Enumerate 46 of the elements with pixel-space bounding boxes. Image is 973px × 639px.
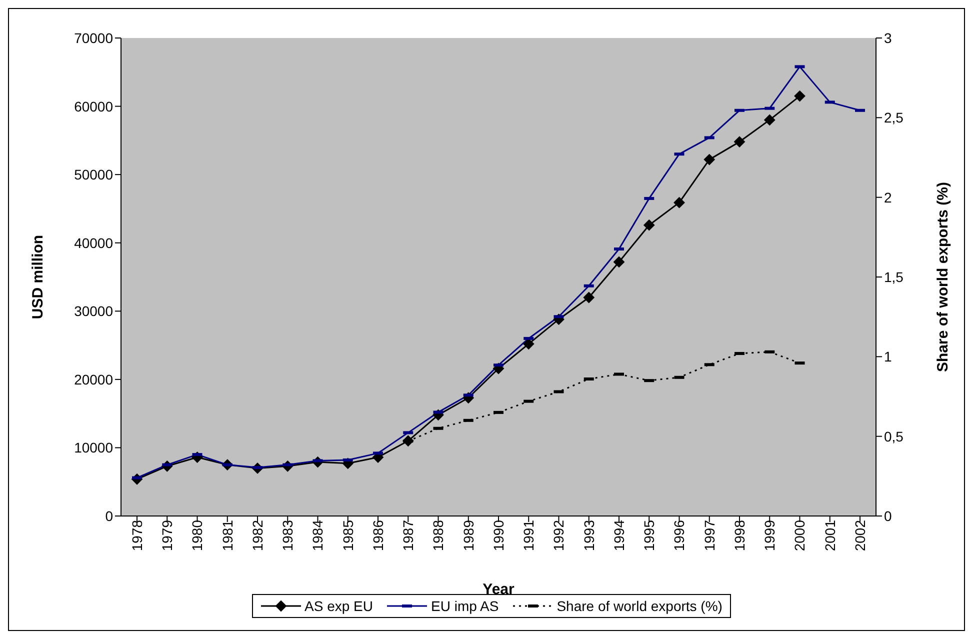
x-tick-label: 1995 (641, 520, 658, 552)
x-tick-label: 1987 (400, 520, 416, 552)
x-tick-label: 1994 (610, 520, 627, 552)
legend-label: EU imp AS (431, 598, 499, 614)
y-tick-label: 20000 (74, 371, 114, 388)
x-tick-label: 1990 (490, 520, 506, 552)
x-tick-label: 2002 (852, 520, 868, 552)
y2-tick-label: 1,5 (884, 268, 904, 285)
y-tick-label: 70000 (74, 30, 114, 46)
x-tick-label: 1999 (762, 520, 778, 552)
x-tick-label: 1980 (189, 520, 206, 552)
x-axis-title: Year (482, 581, 515, 598)
legend-label: Share of world exports (%) (556, 598, 722, 614)
x-tick-label: 1983 (280, 520, 296, 552)
x-tick-label: 1997 (701, 520, 718, 552)
y-tick-label: 0 (105, 508, 114, 524)
y-tick-label: 30000 (74, 303, 114, 320)
y2-tick-label: 3 (884, 30, 892, 46)
legend-label: AS exp EU (304, 598, 374, 614)
x-tick-label: 1985 (340, 520, 356, 552)
x-tick-label: 1981 (219, 520, 236, 552)
y2-tick-label: 0,5 (884, 428, 904, 444)
y2-tick-label: 0 (884, 508, 892, 524)
x-tick-label: 1978 (128, 520, 145, 552)
y-tick-label: 10000 (74, 440, 114, 456)
x-tick-label: 1992 (550, 520, 567, 552)
x-tick-label: 1984 (310, 520, 326, 552)
x-tick-label: 1986 (370, 520, 386, 552)
x-tick-label: 1998 (731, 520, 748, 552)
y2-tick-label: 1 (884, 348, 892, 365)
y-tick-label: 50000 (74, 166, 114, 183)
x-tick-label: 2001 (822, 520, 838, 552)
y2-tick-label: 2 (884, 189, 892, 206)
x-tick-label: 2000 (792, 520, 808, 552)
x-tick-label: 1993 (580, 520, 597, 552)
y2-axis-title: Share of world exports (%) (934, 182, 952, 372)
x-tick-label: 1996 (671, 520, 688, 552)
x-tick-label: 1979 (159, 520, 176, 552)
x-tick-label: 1988 (430, 520, 446, 552)
y-tick-label: 40000 (74, 234, 114, 251)
x-tick-label: 1991 (520, 520, 537, 552)
y2-tick-label: 2,5 (884, 110, 904, 126)
y-axis-title: USD million (29, 234, 46, 320)
y-tick-label: 60000 (74, 98, 114, 114)
x-tick-label: 1982 (249, 520, 266, 552)
x-tick-label: 1989 (460, 520, 476, 552)
